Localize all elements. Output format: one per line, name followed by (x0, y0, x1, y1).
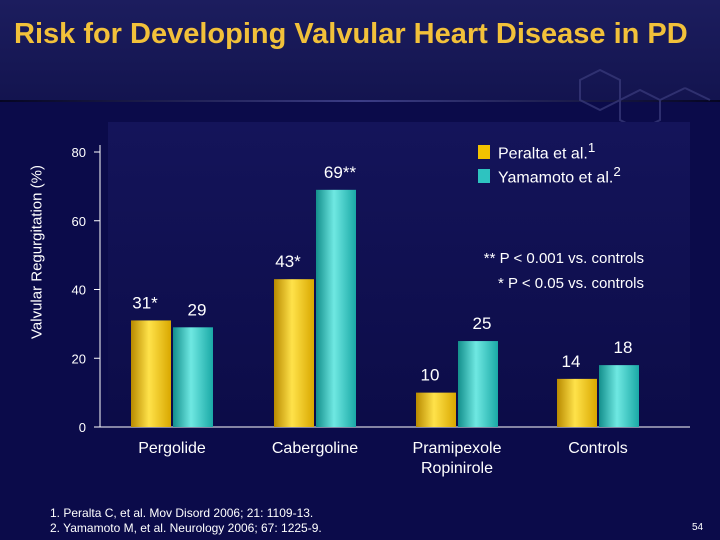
slide-title: Risk for Developing Valvular Heart Disea… (14, 18, 688, 50)
bar-peralta-1 (274, 279, 314, 427)
legend-label-yamamoto: Yamamoto et al.2 (498, 164, 621, 187)
data-label: 29 (188, 300, 207, 319)
significance-note-2: * P < 0.05 vs. controls (497, 275, 644, 292)
category-label: Ropinirole (421, 460, 493, 477)
legend-item-peralta: Peralta et al.1 (478, 140, 621, 164)
data-label: 43* (275, 252, 301, 271)
y-tick-label: 0 (79, 420, 86, 435)
category-label: Controls (568, 440, 628, 457)
y-tick-label: 80 (72, 145, 86, 160)
bar-yamamoto-0 (173, 327, 213, 427)
category-label: Cabergoline (272, 440, 358, 457)
bar-peralta-2 (416, 392, 456, 427)
legend-item-yamamoto: Yamamoto et al.2 (478, 164, 621, 188)
data-label: 25 (473, 314, 492, 333)
bar-peralta-3 (557, 378, 597, 427)
significance-note-1: ** P < 0.001 vs. controls (483, 250, 644, 267)
y-tick-label: 20 (72, 351, 86, 366)
data-label: 10 (421, 366, 440, 385)
category-label: Pergolide (138, 440, 206, 457)
legend-swatch-peralta (478, 145, 490, 159)
data-label: 31* (132, 293, 158, 312)
page-number: 54 (692, 522, 704, 533)
legend-swatch-yamamoto (478, 169, 490, 183)
bar-yamamoto-3 (599, 365, 639, 427)
legend: Peralta et al.1 Yamamoto et al.2 (478, 140, 621, 188)
bar-peralta-0 (131, 320, 171, 427)
header: Risk for Developing Valvular Heart Disea… (0, 0, 720, 100)
y-tick-label: 40 (72, 283, 86, 298)
bar-yamamoto-1 (316, 189, 356, 427)
watermark-graphic (579, 68, 711, 132)
reference-1: 1. Peralta C, et al. Mov Disord 2006; 21… (50, 506, 314, 520)
header-divider (0, 100, 720, 102)
references: 1. Peralta C, et al. Mov Disord 2006; 21… (50, 506, 322, 536)
legend-label-peralta: Peralta et al.1 (498, 140, 596, 163)
data-label: 69** (324, 163, 357, 182)
data-label: 18 (614, 338, 633, 357)
category-label: Pramipexole (413, 440, 502, 457)
y-tick-label: 60 (72, 214, 86, 229)
data-label: 14 (562, 352, 581, 371)
reference-2: 2. Yamamoto M, et al. Neurology 2006; 67… (50, 521, 322, 535)
bar-yamamoto-2 (458, 341, 498, 427)
